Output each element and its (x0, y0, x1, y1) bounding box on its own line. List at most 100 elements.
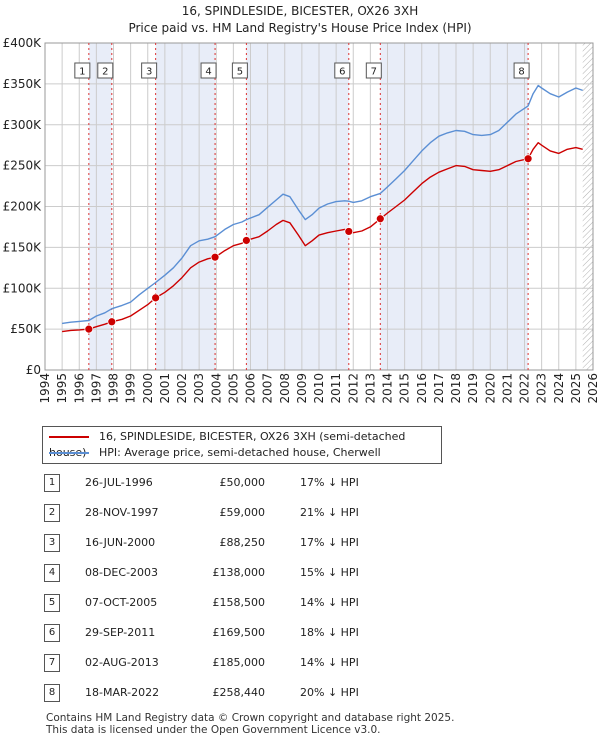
sale-date: 16-JUN-2000 (85, 536, 156, 549)
x-tick-label: 2022 (518, 373, 532, 404)
sale-label: 7 (365, 62, 382, 79)
sale-label-box (231, 62, 248, 79)
x-tick-label: 1999 (124, 373, 138, 404)
sale-price: £138,000 (212, 566, 266, 579)
sale-hpi-diff: 20% ↓ HPI (300, 686, 359, 699)
sale-point (151, 293, 161, 303)
sale-hpi-diff: 14% ↓ HPI (300, 596, 359, 609)
x-tick-label: 2011 (329, 373, 343, 404)
x-tick-label: 2008 (278, 373, 292, 404)
table-row: 2 28-NOV-1997 £59,000 21% ↓ HPI (40, 503, 460, 523)
sale-label: 4 (200, 62, 217, 79)
y-tick-label: £150K (3, 240, 43, 254)
y-tick-label: £350K (3, 77, 43, 91)
price-chart: 16, SPINDLESIDE, BICESTER, OX26 3XH Pric… (3, 4, 600, 404)
x-tick-label: 2024 (552, 373, 566, 404)
x-tick-label: 2021 (500, 373, 514, 404)
sale-date: 02-AUG-2013 (85, 656, 159, 669)
table-row: 5 07-OCT-2005 £158,500 14% ↓ HPI (40, 593, 460, 613)
sale-label: 1 (74, 62, 91, 79)
footer-licence: This data is licensed under the Open Gov… (46, 724, 381, 736)
sale-number: 4 (44, 564, 60, 582)
x-tick-label: 2004 (209, 373, 223, 404)
sale-price: £169,500 (212, 626, 266, 639)
sale-date: 26-JUL-1996 (85, 476, 153, 489)
footer-copyright: Contains HM Land Registry data © Crown c… (46, 712, 455, 724)
sale-label-number: 7 (371, 67, 377, 78)
x-tick-label: 1997 (89, 373, 103, 404)
sale-price: £185,000 (212, 656, 266, 669)
sale-number: 6 (44, 624, 60, 642)
y-tick-label: £0 (26, 363, 41, 377)
sale-label: 5 (231, 62, 248, 79)
sale-number: 8 (44, 684, 60, 702)
table-row: 1 26-JUL-1996 £50,000 17% ↓ HPI (40, 473, 460, 493)
sale-number: 7 (44, 654, 60, 672)
x-tick-label: 2019 (466, 373, 480, 404)
sale-number: 1 (44, 474, 60, 492)
sale-label-box (365, 62, 382, 79)
sale-label-box (97, 62, 114, 79)
footer: Contains HM Land Registry data © Crown c… (46, 712, 454, 736)
x-tick-label: 2006 (244, 373, 258, 404)
x-tick-label: 2020 (483, 373, 497, 404)
hpi-series-line (62, 84, 583, 325)
sale-label-number: 6 (339, 67, 345, 78)
legend-item-hpi: HPI: Average price, semi-detached house,… (49, 445, 381, 461)
y-tick-label: £300K (3, 118, 43, 132)
sale-number: 5 (44, 594, 60, 612)
x-axis: 1994 1995 1996 1997 1998 1999 2000 2001 2002 2003… (38, 373, 600, 404)
x-tick-label: 2010 (312, 373, 326, 404)
x-tick-label: 2007 (261, 373, 275, 404)
sale-price: £158,500 (212, 596, 266, 609)
table-row: 3 16-JUN-2000 £88,250 17% ↓ HPI (40, 533, 460, 553)
x-tick-label: 2005 (226, 373, 240, 404)
x-tick-label: 2023 (535, 373, 549, 404)
sale-label-box (200, 62, 217, 79)
x-tick-label: 1998 (107, 373, 121, 404)
sale-labels: 1 2 3 4 5 6 7 8 (74, 62, 530, 79)
sale-label-number: 2 (102, 67, 108, 78)
x-tick-label: 2016 (415, 373, 429, 404)
table-row: 7 02-AUG-2013 £185,000 14% ↓ HPI (40, 653, 460, 673)
x-tick-label: 2026 (586, 373, 600, 404)
chart-title: 16, SPINDLESIDE, BICESTER, OX26 3XH (182, 4, 418, 18)
sale-hpi-diff: 14% ↓ HPI (300, 656, 359, 669)
sale-point (344, 227, 354, 236)
x-tick-label: 2000 (141, 373, 155, 404)
y-tick-label: £250K (3, 159, 43, 173)
sale-hpi-diff: 21% ↓ HPI (300, 506, 359, 519)
sale-label-number: 8 (518, 67, 524, 78)
y-tick-label: £50K (10, 322, 42, 336)
y-tick-label: £400K (3, 36, 43, 50)
sale-point (210, 252, 220, 262)
x-tick-label: 2014 (381, 373, 395, 404)
y-axis: £0 £50K £100K £150K £200K £250K £300K £350K £400… (3, 36, 43, 377)
x-tick-label: 2017 (432, 373, 446, 404)
sale-date: 28-NOV-1997 (85, 506, 159, 519)
x-tick-label: 1994 (38, 373, 52, 404)
sale-point (84, 324, 94, 334)
x-tick-label: 2018 (449, 373, 463, 404)
sale-date: 08-DEC-2003 (85, 566, 159, 579)
sale-point (107, 317, 117, 327)
legend-item-property: 16, SPINDLESIDE, BICESTER, OX26 3XH (sem… (49, 429, 441, 459)
table-row: 8 18-MAR-2022 £258,440 20% ↓ HPI (40, 683, 460, 703)
x-tick-label: 2001 (158, 373, 172, 404)
y-tick-label: £100K (3, 281, 43, 295)
sale-label-box (74, 62, 91, 79)
y-tick-label: £200K (3, 200, 43, 214)
sale-date: 07-OCT-2005 (85, 596, 158, 609)
legend-label-hpi: HPI: Average price, semi-detached house,… (99, 446, 381, 459)
legend-swatch-property (49, 436, 89, 438)
sale-label-box (141, 62, 158, 79)
x-tick-label: 1996 (72, 373, 86, 404)
sale-price: £50,000 (219, 476, 266, 489)
sale-price: £258,440 (212, 686, 266, 699)
sale-point (241, 236, 251, 245)
x-tick-label: 1995 (55, 373, 69, 404)
table-row: 4 08-DEC-2003 £138,000 15% ↓ HPI (40, 563, 460, 583)
table-row: 6 29-SEP-2011 £169,500 18% ↓ HPI (40, 623, 460, 643)
sale-number: 3 (44, 534, 60, 552)
x-tick-label: 2015 (398, 373, 412, 404)
